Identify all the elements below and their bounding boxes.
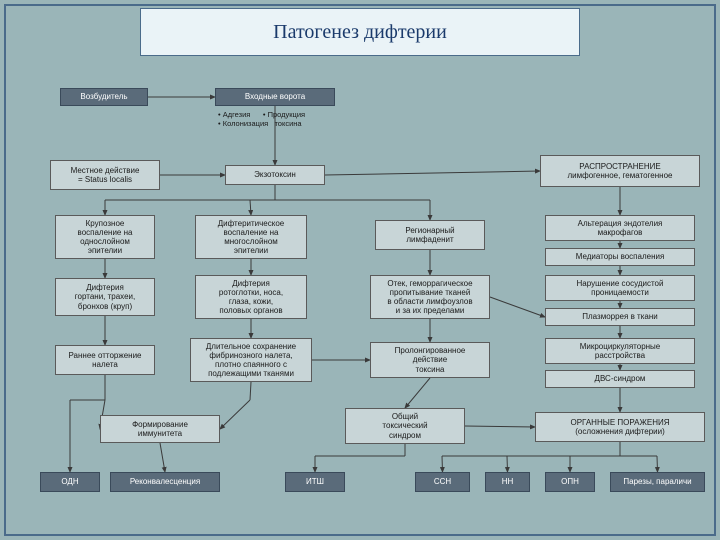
node-n5: РАСПРОСТРАНЕНИЕ лимфогенное, гематогенно… xyxy=(540,155,700,187)
node-n15: Плазморрея в ткани xyxy=(545,308,695,326)
node-n28: НН xyxy=(485,472,530,492)
node-n30: Парезы, параличи xyxy=(610,472,705,492)
diagram-title-box: Патогенез дифтерии xyxy=(140,8,580,56)
node-n4: Экзотоксин xyxy=(225,165,325,185)
node-n9: Альтерация эндотелия макрофагов xyxy=(545,215,695,241)
node-n16: Раннее отторжение налета xyxy=(55,345,155,375)
node-n12: Дифтерия ротоглотки, носа, глаза, кожи, … xyxy=(195,275,307,319)
node-n13: Отек, геморрагическое пропитывание ткане… xyxy=(370,275,490,319)
node-n22: Общий токсический синдром xyxy=(345,408,465,444)
node-n10: Медиаторы воспаления xyxy=(545,248,695,266)
node-n25: Реконвалесценция xyxy=(110,472,220,492)
node-n6: Крупозное воспаление на однослойном эпит… xyxy=(55,215,155,259)
node-n1: Возбудитель xyxy=(60,88,148,106)
node-n29: ОПН xyxy=(545,472,595,492)
node-n27: ССН xyxy=(415,472,470,492)
diagram-title: Патогенез дифтерии xyxy=(273,21,447,44)
node-n11: Дифтерия гортани, трахеи, бронхов (круп) xyxy=(55,278,155,316)
node-n3: Местное действие = Status localis xyxy=(50,160,160,190)
node-n26: ИТШ xyxy=(285,472,345,492)
node-n21: Формирование иммунитета xyxy=(100,415,220,443)
node-n2: Входные ворота xyxy=(215,88,335,106)
node-n14: Нарушение сосудистой проницаемости xyxy=(545,275,695,301)
sub-s1: • Адгезия • Продукция • Колонизация токс… xyxy=(218,110,305,128)
node-n18: Пролонгированное действие токсина xyxy=(370,342,490,378)
node-n7: Дифтеритическое воспаление на многослойн… xyxy=(195,215,307,259)
node-n23: ОРГАННЫЕ ПОРАЖЕНИЯ (осложнения дифтерии) xyxy=(535,412,705,442)
node-n20: ДВС-синдром xyxy=(545,370,695,388)
node-n8: Регионарный лимфаденит xyxy=(375,220,485,250)
node-n17: Длительное сохранение фибринозного налет… xyxy=(190,338,312,382)
node-n19: Микроциркуляторные расстройства xyxy=(545,338,695,364)
node-n24: ОДН xyxy=(40,472,100,492)
page-border xyxy=(4,4,716,536)
